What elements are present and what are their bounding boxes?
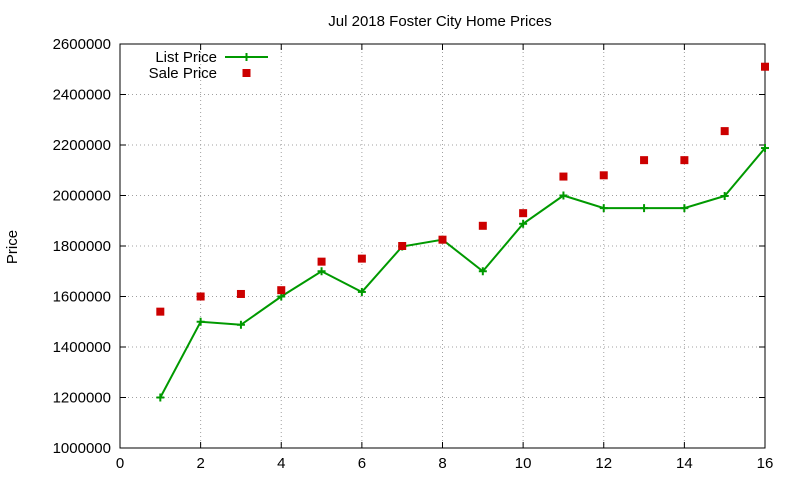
x-tick-label: 0 <box>116 455 124 472</box>
y-tick-label: 1400000 <box>53 339 111 356</box>
x-tick-label: 12 <box>595 455 612 472</box>
y-tick-label: 1800000 <box>53 238 111 255</box>
series-1 <box>156 62 769 316</box>
x-tick-label: 10 <box>515 455 532 472</box>
sale-price-point <box>156 307 165 316</box>
sale-price-point <box>317 257 326 266</box>
list-price-point <box>156 393 165 402</box>
grid <box>120 44 765 448</box>
series-0 <box>156 144 769 402</box>
sale-price-point <box>599 171 608 180</box>
list-price-point <box>236 320 245 329</box>
sale-price-point <box>519 209 528 218</box>
legend-plus-marker <box>242 53 251 61</box>
list-price-point <box>478 267 487 276</box>
sale-price-point <box>398 242 407 250</box>
list-price-point <box>519 219 528 228</box>
sale-price-point <box>720 127 729 136</box>
x-tick-label: 16 <box>757 455 774 472</box>
sale-price-point <box>196 292 205 301</box>
legend-label: Sale Price <box>149 65 217 82</box>
sale-price-point <box>357 254 366 263</box>
axes: 0 2 4 6 8 10 12 14 16 1000000 1200000 1400000 160000… <box>53 36 774 472</box>
legend-item-0: List Price <box>155 49 268 66</box>
y-tick-label: 1200000 <box>53 390 111 407</box>
sale-price-point <box>761 62 769 71</box>
sale-price-point <box>559 172 568 181</box>
list-price-line <box>159 147 766 398</box>
y-tick-label: 1600000 <box>53 289 111 306</box>
sale-price-point <box>236 289 245 298</box>
legend-square-marker <box>242 69 251 77</box>
plot-series <box>156 62 769 402</box>
y-tick-label: 1000000 <box>53 440 111 457</box>
x-tick-label: 4 <box>277 455 285 472</box>
sale-price-point <box>277 286 286 295</box>
y-tick-label: 2400000 <box>53 87 111 104</box>
list-price-point <box>680 204 689 213</box>
y-tick-label: 2000000 <box>53 188 111 205</box>
list-price-point <box>640 204 649 213</box>
sale-price-point <box>478 221 487 230</box>
x-tick-label: 8 <box>438 455 446 472</box>
sale-price-point <box>438 235 447 244</box>
chart-title: Jul 2018 Foster City Home Prices <box>328 13 551 30</box>
list-price-point <box>720 192 729 201</box>
x-tick-label: 2 <box>196 455 204 472</box>
y-axis-label: Price <box>4 230 21 264</box>
y-tick-label: 2200000 <box>53 137 111 154</box>
x-tick-label: 6 <box>358 455 366 472</box>
list-price-point <box>761 144 769 153</box>
x-tick-label: 14 <box>676 455 693 472</box>
sale-price-point <box>640 156 649 165</box>
list-price-point <box>196 317 205 326</box>
list-price-point <box>357 287 366 296</box>
sale-price-point <box>680 156 689 165</box>
legend-label: List Price <box>155 49 217 66</box>
legend-item-1: Sale Price <box>149 65 251 82</box>
list-price-point <box>559 191 568 200</box>
list-price-point <box>317 267 326 276</box>
y-tick-label: 2600000 <box>53 36 111 53</box>
list-price-point <box>599 204 608 213</box>
